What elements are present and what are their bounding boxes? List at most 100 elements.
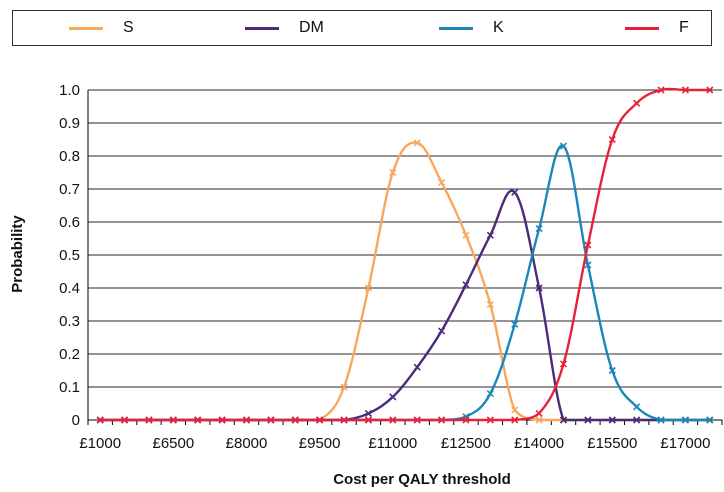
data-point-f xyxy=(364,416,372,424)
data-point-k xyxy=(657,416,665,424)
y-tick-label: 0 xyxy=(72,412,80,429)
legend-label-dm: DM xyxy=(299,19,324,36)
y-axis-title: Probability xyxy=(9,215,26,293)
legend-swatch-s xyxy=(69,26,103,30)
series-plot xyxy=(96,86,714,424)
legend-item-dm: DM xyxy=(245,11,324,45)
y-tick-label: 0.9 xyxy=(59,115,80,132)
series-f xyxy=(96,86,714,424)
data-point-f xyxy=(96,416,104,424)
data-point-f xyxy=(559,360,568,368)
data-point-k xyxy=(535,225,543,233)
x-tick-label: £17000 xyxy=(660,435,710,452)
x-tick-label: £14000 xyxy=(514,435,564,452)
data-point-k xyxy=(584,261,592,269)
data-point-f xyxy=(511,416,519,424)
legend-swatch-dm xyxy=(245,26,279,30)
legend-swatch-f xyxy=(625,26,659,30)
y-tick-label: 0.8 xyxy=(59,148,80,165)
x-tick-label: £15500 xyxy=(587,435,637,452)
data-point-k xyxy=(706,416,714,424)
legend-label-f: F xyxy=(679,19,689,36)
data-point-f xyxy=(608,135,616,144)
data-point-f xyxy=(633,99,641,107)
data-point-dm xyxy=(438,327,446,335)
x-axis-title: Cost per QALY threshold xyxy=(333,471,511,488)
data-point-dm xyxy=(633,416,641,424)
data-point-s xyxy=(413,139,421,147)
y-tick-label: 0.3 xyxy=(59,313,80,330)
data-point-f xyxy=(242,416,251,424)
data-point-f xyxy=(340,416,348,424)
data-point-s xyxy=(340,383,348,391)
data-point-dm xyxy=(389,393,397,401)
legend-item-s: S xyxy=(69,11,134,45)
x-tick-label: £11000 xyxy=(368,435,417,452)
series-s xyxy=(96,139,714,424)
legend-label-s: S xyxy=(123,19,134,36)
data-point-k xyxy=(486,390,494,398)
legend-item-k: K xyxy=(439,11,504,45)
data-point-dm xyxy=(486,231,494,239)
data-point-s xyxy=(364,284,372,292)
data-point-f xyxy=(267,416,275,424)
y-tick-label: 0.1 xyxy=(59,379,80,396)
data-point-f xyxy=(438,416,446,424)
data-point-f xyxy=(121,416,129,424)
data-point-dm xyxy=(608,416,616,424)
legend-item-f: F xyxy=(625,11,689,45)
y-tick-label: 1.0 xyxy=(59,82,80,99)
data-point-f xyxy=(218,416,226,424)
x-tick-label: £12500 xyxy=(441,435,491,452)
x-tick-label: £9500 xyxy=(299,435,341,452)
data-point-f xyxy=(584,241,592,249)
y-tick-label: 0.6 xyxy=(59,214,80,231)
data-point-f xyxy=(706,86,714,94)
data-point-f xyxy=(316,416,324,424)
data-point-f xyxy=(681,86,689,94)
series-k xyxy=(96,142,714,424)
y-tick-label: 0.2 xyxy=(59,346,80,363)
data-point-f xyxy=(486,416,494,424)
series-line-k xyxy=(100,144,710,422)
y-tick-label: 0.7 xyxy=(59,181,80,198)
data-point-s xyxy=(389,168,397,177)
series-line-s xyxy=(100,141,710,422)
data-point-s xyxy=(535,416,543,424)
data-point-k xyxy=(559,142,568,150)
data-point-dm xyxy=(364,409,372,417)
chart-legend: S DM K F xyxy=(12,10,712,46)
axes: 0 0.1 0.2 0.3 0.4 0.5 0.6 0.7 0.8 0.9 1.0 £1000 £650… xyxy=(59,82,723,452)
y-tick-label: 0.4 xyxy=(59,280,80,297)
x-tick-label: £8000 xyxy=(226,435,268,452)
series-line-f xyxy=(100,87,710,422)
data-point-f xyxy=(194,416,202,424)
data-point-f xyxy=(462,416,470,424)
data-point-dm xyxy=(584,416,592,424)
data-point-k xyxy=(633,403,641,411)
data-point-k xyxy=(511,320,519,328)
data-point-f xyxy=(657,86,665,94)
data-point-k xyxy=(608,366,616,375)
data-point-dm xyxy=(535,284,543,292)
data-point-s xyxy=(438,178,446,186)
data-point-dm xyxy=(413,363,421,371)
data-point-f xyxy=(389,416,397,424)
data-point-s xyxy=(486,300,494,309)
x-tick-label: £1000 xyxy=(79,435,121,452)
data-point-s xyxy=(511,406,519,414)
data-point-f xyxy=(413,416,421,424)
legend-label-k: K xyxy=(493,19,504,36)
data-point-f xyxy=(169,416,177,424)
x-tick-label: £6500 xyxy=(152,435,194,452)
data-point-f xyxy=(291,416,299,424)
data-point-dm xyxy=(559,416,568,424)
y-tick-label: 0.5 xyxy=(59,247,80,264)
grid xyxy=(88,89,722,421)
data-point-f xyxy=(535,409,543,417)
data-point-s xyxy=(462,231,470,239)
data-point-dm xyxy=(511,188,519,196)
data-point-dm xyxy=(462,281,470,289)
legend-swatch-k xyxy=(439,26,473,30)
